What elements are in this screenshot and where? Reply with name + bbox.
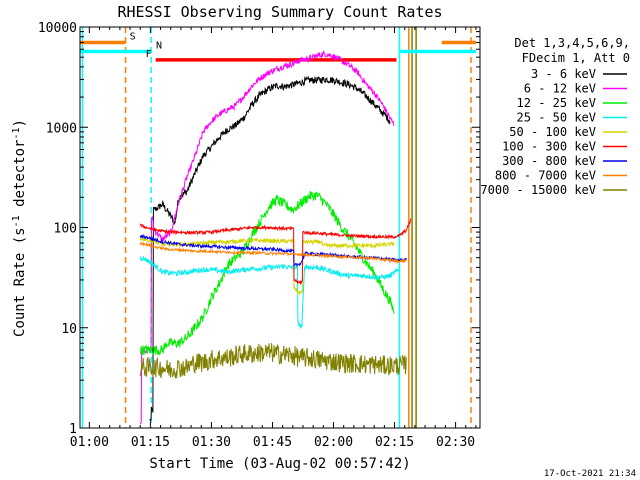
x-tick-label-3: 01:45 (253, 435, 292, 450)
y-tick-label-2: 100 (54, 222, 77, 237)
y-axis-label: Count Rate (s-1 detector-1) (11, 119, 28, 337)
y-axis-label-mid: detector (12, 140, 28, 216)
state-label-n: N (156, 40, 162, 51)
y-axis-label-sup2: -1 (11, 127, 22, 139)
legend-header-2: FDecim 1, Att 0 (522, 51, 630, 65)
state-label-s: S (130, 32, 136, 43)
x-tick-label-4: 02:00 (314, 435, 353, 450)
y-axis-label-main: Count Rate (s (12, 227, 28, 337)
y-tick-label-3: 1000 (46, 121, 77, 136)
series-line-0 (149, 75, 391, 422)
series-line-8 (139, 343, 407, 379)
legend-label-5: 100 - 300 keV (502, 140, 596, 154)
state-indicator-layer: S NF (80, 27, 476, 428)
x-tick-label-1: 01:15 (131, 435, 170, 450)
series-line-1 (139, 49, 395, 425)
series-layer (139, 49, 412, 425)
legend-label-4: 50 - 100 keV (509, 125, 596, 139)
y-axis-label-end: ) (12, 119, 28, 127)
series-line-2 (139, 191, 395, 356)
legend-label-8: 7000 - 15000 keV (480, 183, 596, 197)
x-tick-label-6: 02:30 (436, 435, 475, 450)
x-tick-label-5: 02:15 (375, 435, 414, 450)
state-label-f: F (146, 49, 152, 60)
legend-label-6: 300 - 800 keV (502, 154, 596, 168)
legend-label-7: 800 - 7000 keV (495, 169, 596, 183)
legend: Det 1,3,4,5,6,9, FDecim 1, Att 0 3 - 6 k… (480, 36, 630, 197)
x-tick-label-2: 01:30 (192, 435, 231, 450)
legend-header-1: Det 1,3,4,5,6,9, (514, 36, 630, 50)
legend-label-0: 3 - 6 keV (531, 67, 596, 81)
legend-label-1: 6 - 12 keV (524, 82, 596, 96)
chart-title: RHESSI Observing Summary Count Rates (117, 3, 442, 21)
series-line-3 (139, 255, 399, 329)
x-axis: 01:00 01:15 01:30 01:45 02:00 02:15 02:30 (70, 27, 477, 450)
x-axis-label: Start Time (03-Aug-02 00:57:42) (149, 456, 410, 472)
x-tick-label-0: 01:00 (70, 435, 109, 450)
series-line-7 (139, 241, 407, 265)
footer-date: 17-Oct-2021 21:34 (544, 469, 636, 479)
legend-label-3: 25 - 50 keV (517, 111, 596, 125)
legend-label-2: 12 - 25 keV (517, 96, 596, 110)
y-axis: 1 10 100 1000 10000 (38, 21, 480, 437)
series-line-5 (139, 218, 412, 286)
y-axis-label-sup1: -1 (11, 215, 22, 227)
y-tick-label-1: 10 (61, 322, 77, 337)
y-tick-label-4: 10000 (38, 21, 77, 36)
y-tick-label-0: 1 (69, 422, 77, 437)
